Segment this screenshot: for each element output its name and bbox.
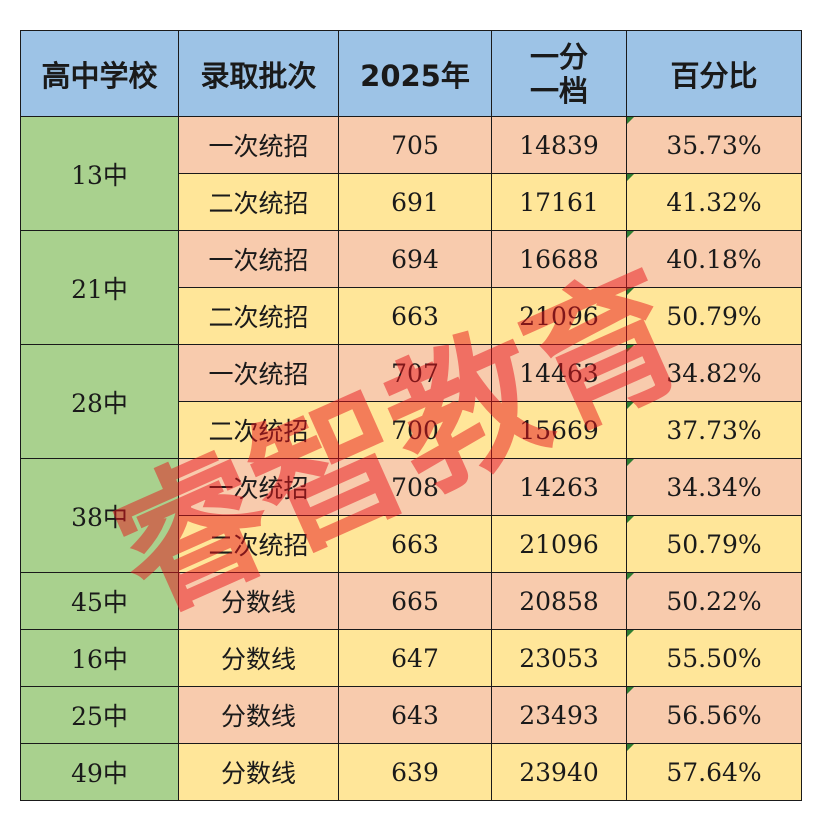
header-row: 高中学校 录取批次 2025年 一分 一档 百分比 — [20, 30, 802, 117]
school-cell: 45中 — [20, 572, 179, 630]
batch-cell: 分数线 — [178, 686, 339, 744]
rank-cell: 15669 — [491, 401, 627, 459]
header-rank-line1: 一分 — [529, 39, 588, 74]
score-cell: 665 — [338, 572, 492, 630]
score-cell: 707 — [338, 344, 492, 402]
rank-cell: 23940 — [491, 743, 627, 801]
percent-cell: 40.18% — [626, 230, 802, 288]
score-cell: 663 — [338, 287, 492, 345]
school-cell: 28中 — [20, 344, 179, 459]
percent-cell: 55.50% — [626, 629, 802, 687]
batch-cell: 一次统招 — [178, 230, 339, 288]
table-row: 16中 分数线 647 23053 55.50% — [20, 629, 802, 687]
percent-cell: 56.56% — [626, 686, 802, 744]
percent-cell: 37.73% — [626, 401, 802, 459]
batch-cell: 一次统招 — [178, 344, 339, 402]
percent-cell: 50.79% — [626, 287, 802, 345]
table-row: 二次统招 700 15669 37.73% — [21, 401, 802, 459]
batch-cell: 分数线 — [178, 572, 339, 630]
percent-cell: 41.32% — [626, 173, 802, 231]
batch-cell: 二次统招 — [178, 173, 339, 231]
score-cell: 647 — [338, 629, 492, 687]
table-row: 13中 一次统招 705 14839 35.73% — [20, 116, 802, 231]
rank-cell: 23493 — [491, 686, 627, 744]
score-cell: 694 — [338, 230, 492, 288]
rank-cell: 17161 — [491, 173, 627, 231]
score-cell: 705 — [338, 116, 492, 174]
rank-cell: 21096 — [491, 287, 627, 345]
rank-cell: 23053 — [491, 629, 627, 687]
school-cell: 38中 — [20, 458, 179, 573]
table-row: 二次统招 663 21096 50.79% — [21, 287, 802, 345]
header-rank: 一分 一档 — [491, 30, 627, 117]
rank-cell: 21096 — [491, 515, 627, 573]
header-school: 高中学校 — [20, 30, 179, 117]
school-cell: 13中 — [20, 116, 179, 231]
batch-cell: 二次统招 — [178, 287, 339, 345]
percent-cell: 35.73% — [626, 116, 802, 174]
percent-cell: 50.22% — [626, 572, 802, 630]
batch-cell: 分数线 — [178, 743, 339, 801]
admission-score-table: 高中学校 录取批次 2025年 一分 一档 百分比 13中 一次统招 705 1… — [20, 30, 802, 801]
school-cell: 49中 — [20, 743, 179, 801]
batch-cell: 一次统招 — [178, 458, 339, 516]
header-rank-line2: 一档 — [529, 73, 588, 108]
table-row: 二次统招 663 21096 50.79% — [21, 515, 802, 573]
rank-cell: 14463 — [491, 344, 627, 402]
header-year: 2025年 — [338, 30, 492, 117]
score-cell: 691 — [338, 173, 492, 231]
school-cell: 25中 — [20, 686, 179, 744]
header-batch: 录取批次 — [178, 30, 339, 117]
table-row: 38中 一次统招 708 14263 34.34% — [20, 458, 802, 573]
percent-cell: 34.82% — [626, 344, 802, 402]
percent-cell: 57.64% — [626, 743, 802, 801]
rank-cell: 20858 — [491, 572, 627, 630]
table-row: 28中 一次统招 707 14463 34.82% — [20, 344, 802, 459]
batch-cell: 二次统招 — [178, 401, 339, 459]
score-cell: 639 — [338, 743, 492, 801]
table-row: 21中 一次统招 694 16688 40.18% — [20, 230, 802, 345]
school-cell: 16中 — [20, 629, 179, 687]
percent-cell: 34.34% — [626, 458, 802, 516]
table-row: 二次统招 691 17161 41.32% — [21, 173, 802, 231]
percent-cell: 50.79% — [626, 515, 802, 573]
rank-cell: 14263 — [491, 458, 627, 516]
header-percent: 百分比 — [626, 30, 802, 117]
school-cell: 21中 — [20, 230, 179, 345]
score-cell: 643 — [338, 686, 492, 744]
score-cell: 700 — [338, 401, 492, 459]
batch-cell: 一次统招 — [178, 116, 339, 174]
rank-cell: 14839 — [491, 116, 627, 174]
table-row: 45中 分数线 665 20858 50.22% — [20, 572, 802, 630]
batch-cell: 二次统招 — [178, 515, 339, 573]
score-cell: 708 — [338, 458, 492, 516]
batch-cell: 分数线 — [178, 629, 339, 687]
table-row: 49中 分数线 639 23940 57.64% — [20, 743, 802, 801]
rank-cell: 16688 — [491, 230, 627, 288]
score-cell: 663 — [338, 515, 492, 573]
table-row: 25中 分数线 643 23493 56.56% — [20, 686, 802, 744]
